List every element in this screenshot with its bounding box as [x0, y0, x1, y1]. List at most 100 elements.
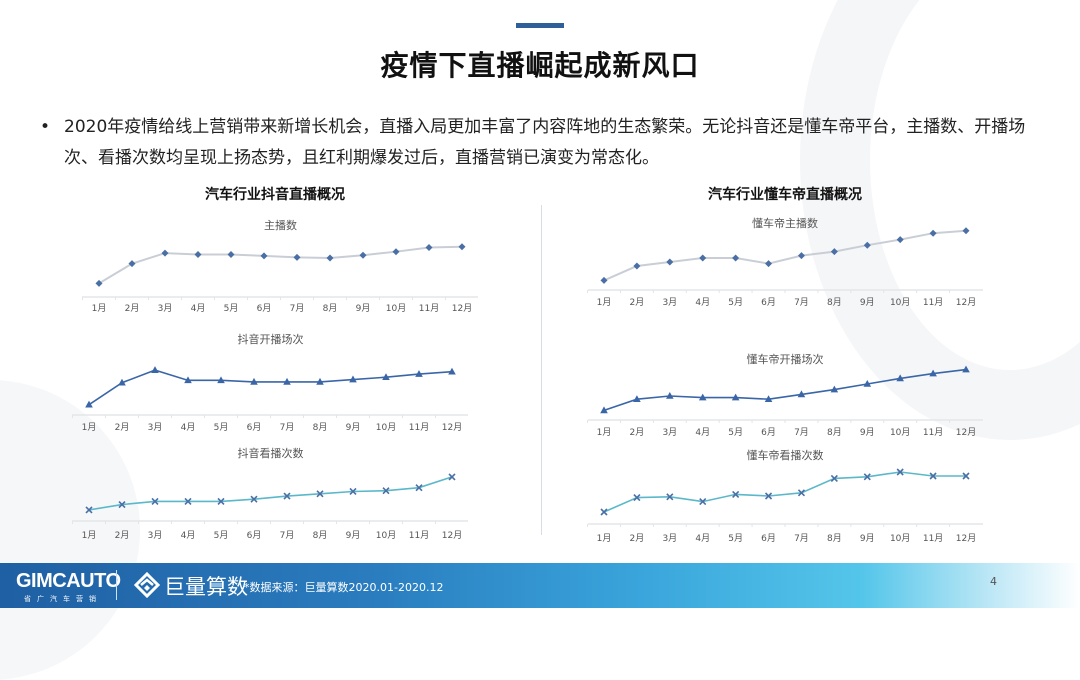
x-tick-label: 12月	[956, 297, 976, 308]
summary-bullet: • 2020年疫情给线上营销带来新增长机会，直播入局更加丰富了内容阵地的生态繁荣…	[40, 112, 1050, 174]
triangle-marker-icon	[448, 367, 456, 375]
chart-title: 懂车帝开播场次	[747, 352, 824, 366]
triangle-marker-icon	[349, 375, 357, 383]
x-tick-label: 6月	[247, 422, 262, 433]
x-tick-label: 10月	[890, 427, 910, 438]
triangle-marker-icon	[896, 374, 904, 382]
x-tick-label: 8月	[313, 530, 328, 541]
gimcauto-logo-subtitle: 省广汽车营销	[24, 595, 102, 603]
x-marker-icon	[415, 484, 423, 492]
x-tick-label: 12月	[442, 422, 462, 433]
triangle-marker-icon	[666, 392, 674, 399]
x-tick-label: 5月	[728, 297, 743, 308]
triangle-marker-icon	[830, 385, 839, 393]
x-tick-label: 12月	[956, 533, 976, 544]
chart-title: 抖音看播次数	[238, 446, 304, 460]
diamond-marker-icon	[161, 249, 169, 257]
diamond-marker-icon	[425, 243, 433, 251]
line-chart-5: 懂车帝开播场次 1月 2月 3月 4月 5月 6月 7月 8月 9月 10月 11月 12月	[587, 352, 983, 438]
x-tick-label: 10月	[376, 530, 396, 541]
x-marker-icon	[349, 487, 357, 496]
x-marker-icon	[250, 495, 258, 503]
x-tick-label: 5月	[214, 422, 229, 433]
x-tick-label: 2月	[630, 297, 645, 308]
triangle-marker-icon	[929, 369, 937, 377]
panel-divider	[541, 205, 542, 535]
diamond-marker-icon	[95, 279, 103, 287]
x-tick-label: 7月	[280, 530, 295, 541]
x-marker-icon	[962, 472, 970, 480]
x-tick-label: 7月	[280, 422, 295, 433]
x-tick-label: 3月	[148, 530, 163, 541]
x-marker-icon	[732, 490, 740, 498]
x-tick-label: 12月	[956, 427, 976, 438]
x-tick-label: 12月	[442, 530, 462, 541]
triangle-marker-icon	[698, 393, 707, 401]
footer-bar: GIMCAUTO 省广汽车营销 巨量算数 *数据来源：巨量算数2020.01-2…	[0, 563, 1080, 608]
x-marker-icon	[830, 474, 838, 482]
x-tick-label: 5月	[214, 530, 229, 541]
x-tick-label: 4月	[191, 303, 206, 314]
x-marker-icon	[316, 490, 324, 498]
x-tick-label: 4月	[695, 533, 710, 544]
page-title: 疫情下直播崛起成新风口	[380, 49, 700, 82]
series-line	[603, 229, 967, 282]
triangle-marker-icon	[863, 380, 872, 387]
diamond-marker-icon	[765, 260, 773, 268]
x-marker-icon	[382, 487, 390, 495]
diamond-marker-icon	[732, 254, 740, 262]
diamond-marker-icon	[633, 262, 641, 270]
triangle-marker-icon	[797, 390, 806, 398]
chart-title: 懂车帝看播次数	[747, 448, 824, 462]
x-tick-label: 8月	[323, 303, 338, 314]
x-marker-icon	[797, 489, 806, 497]
x-marker-icon	[283, 492, 291, 500]
diamond-marker-icon	[600, 276, 608, 284]
x-tick-label: 6月	[257, 303, 272, 314]
x-marker-icon	[929, 472, 937, 480]
series-line	[98, 245, 463, 285]
x-tick-label: 4月	[181, 422, 196, 433]
x-tick-label: 8月	[827, 297, 842, 308]
x-tick-label: 6月	[247, 530, 262, 541]
triangle-marker-icon	[316, 377, 324, 385]
diamond-marker-icon	[392, 248, 400, 256]
x-tick-label: 2月	[115, 422, 130, 433]
line-chart-1: 主播数 1月 2月 3月 4月 5月 6月 7月 8月 9月 10月 11月 12月	[82, 218, 478, 314]
diamond-marker-icon	[896, 236, 904, 244]
x-tick-label: 7月	[794, 427, 809, 438]
x-tick-label: 9月	[346, 530, 361, 541]
x-tick-label: 2月	[125, 303, 140, 314]
series-line	[603, 368, 967, 412]
x-tick-label: 2月	[630, 427, 645, 438]
gimcauto-logo: GIMCAUTO	[16, 570, 121, 592]
x-marker-icon	[85, 506, 93, 514]
x-tick-label: 9月	[860, 297, 875, 308]
chart-title: 主播数	[264, 218, 297, 232]
x-tick-label: 1月	[597, 533, 612, 544]
diamond-marker-icon	[260, 252, 268, 260]
x-marker-icon	[896, 468, 904, 476]
line-chart-3: 抖音看播次数 1月 2月 3月 4月 5月 6月 7月 8月 9月 10月 11月 12月	[72, 446, 468, 541]
triangle-marker-icon	[151, 366, 159, 373]
x-tick-label: 9月	[860, 427, 875, 438]
x-tick-label: 6月	[761, 427, 776, 438]
triangle-marker-icon	[633, 395, 641, 402]
x-tick-label: 3月	[662, 533, 677, 544]
diamond-marker-icon	[929, 229, 937, 237]
bullet-marker: •	[40, 117, 51, 137]
x-tick-label: 5月	[224, 303, 239, 314]
x-tick-label: 11月	[923, 427, 943, 438]
x-marker-icon	[666, 493, 674, 501]
x-marker-icon	[151, 497, 159, 506]
x-tick-label: 11月	[419, 303, 439, 314]
page-number: 4	[990, 575, 997, 588]
x-tick-label: 10月	[386, 303, 406, 314]
x-marker-icon	[699, 498, 707, 506]
line-chart-4: 懂车帝主播数 1月 2月 3月 4月 5月 6月 7月 8月 9月 10月 11月 12月	[587, 216, 983, 308]
x-tick-label: 9月	[860, 533, 875, 544]
x-tick-label: 1月	[82, 422, 97, 433]
x-tick-label: 7月	[290, 303, 305, 314]
x-tick-label: 9月	[356, 303, 371, 314]
